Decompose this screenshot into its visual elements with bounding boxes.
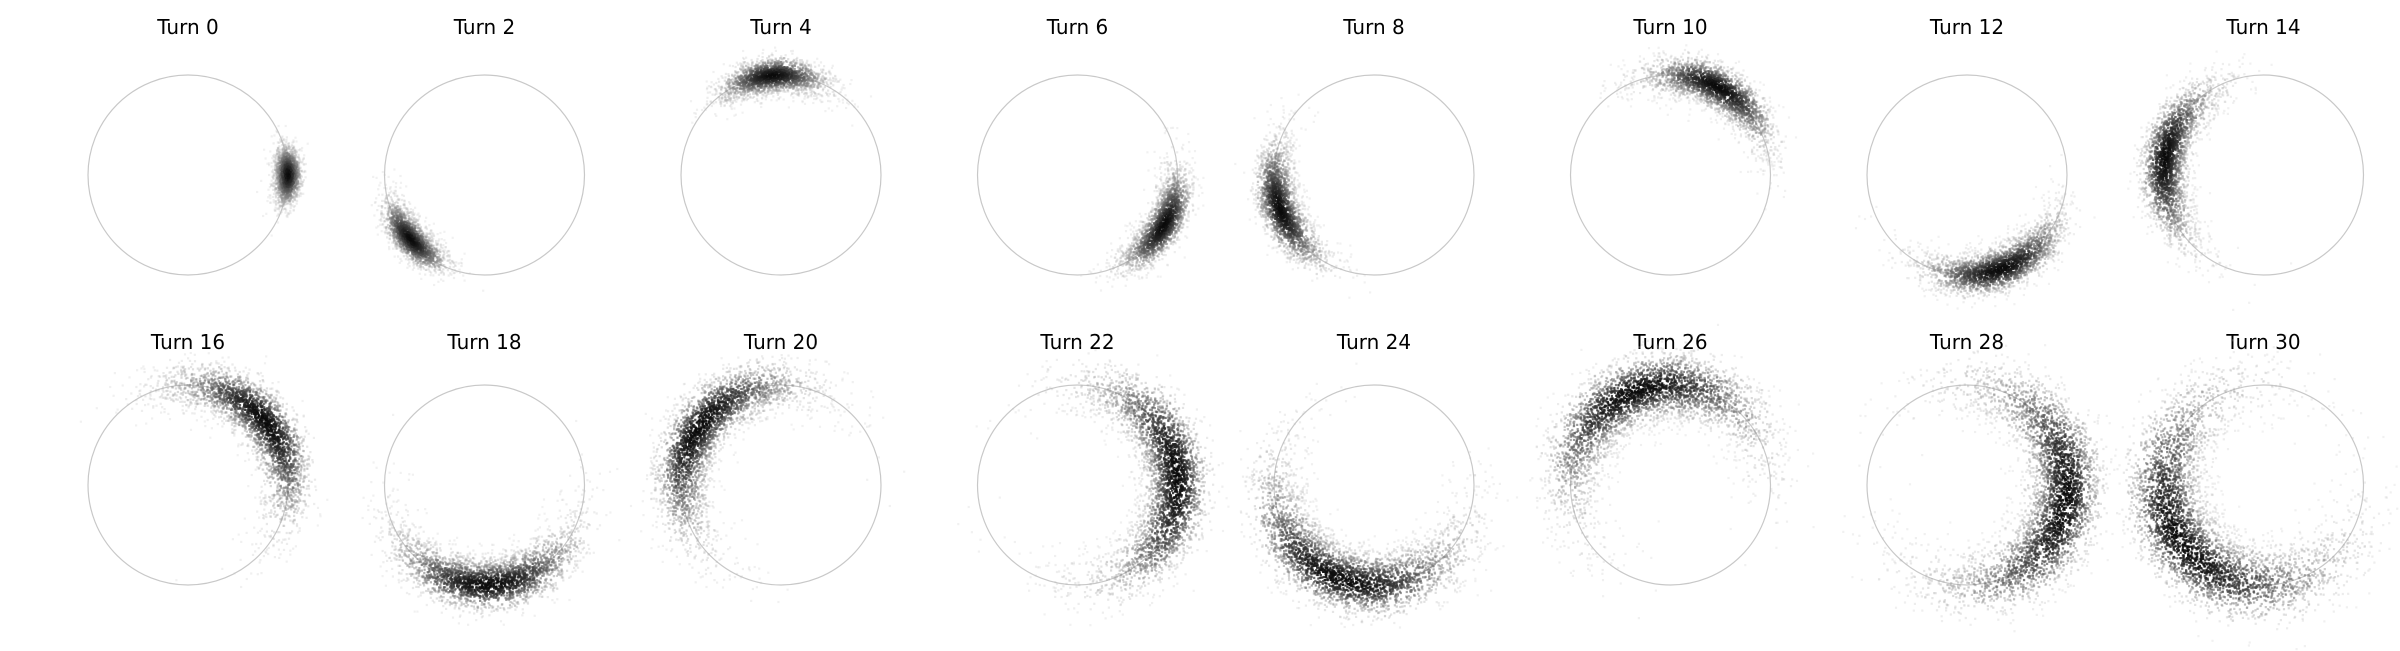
density-point (256, 191, 258, 193)
density-point (277, 141, 279, 143)
density-point (273, 134, 275, 136)
density-point (298, 154, 300, 156)
panel-title: Turn 0 (156, 15, 218, 39)
density-point (272, 196, 274, 198)
density-point (272, 189, 274, 191)
density-point (271, 135, 273, 137)
density-point (274, 209, 276, 211)
density-point (269, 202, 271, 204)
density-point (301, 161, 303, 163)
density-point (285, 125, 287, 127)
density-point (294, 137, 296, 139)
density-point (289, 210, 291, 212)
density-point (285, 141, 287, 143)
density-point (269, 150, 271, 152)
density-point (269, 197, 271, 199)
density-point (285, 139, 287, 141)
reference-circle (88, 75, 288, 275)
density-point (301, 171, 303, 173)
density-point (284, 212, 286, 214)
density-point (286, 136, 288, 138)
density-point (274, 157, 276, 159)
density-point (305, 176, 307, 178)
density-point (296, 203, 298, 205)
density-point (296, 200, 298, 202)
panel-turn-0: Turn 0 (88, 15, 309, 275)
density-point (265, 157, 267, 159)
density-point (275, 204, 277, 206)
density-point (269, 195, 271, 197)
density-point (275, 206, 277, 208)
density-point (302, 193, 304, 195)
density-point (268, 174, 270, 176)
density-point (286, 215, 288, 217)
density-point (307, 143, 309, 145)
density-point (271, 157, 273, 159)
density-point (260, 180, 262, 182)
density-point (271, 235, 273, 237)
density-point (295, 140, 297, 142)
density-point (277, 147, 279, 149)
density-point (303, 157, 305, 159)
density-points (256, 125, 309, 237)
